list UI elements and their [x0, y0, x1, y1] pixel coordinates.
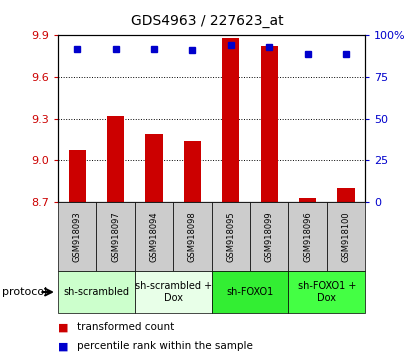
Text: ■: ■ [58, 322, 68, 332]
Text: GSM918100: GSM918100 [342, 211, 351, 262]
Bar [250, 202, 288, 271]
Bar [212, 271, 288, 313]
Text: transformed count: transformed count [77, 322, 174, 332]
Text: sh-scrambled: sh-scrambled [63, 287, 129, 297]
Text: GSM918095: GSM918095 [226, 211, 235, 262]
Bar [145, 134, 163, 202]
Bar [135, 202, 173, 271]
Bar [68, 150, 86, 202]
Bar [288, 202, 327, 271]
Bar [184, 141, 201, 202]
Text: GSM918097: GSM918097 [111, 211, 120, 262]
Text: GSM918093: GSM918093 [73, 211, 82, 262]
Text: GSM918094: GSM918094 [149, 211, 159, 262]
Bar [107, 116, 124, 202]
Bar [337, 188, 355, 202]
Text: sh-scrambled +
Dox: sh-scrambled + Dox [135, 281, 212, 303]
Bar [135, 271, 212, 313]
Text: sh-FOXO1 +
Dox: sh-FOXO1 + Dox [298, 281, 356, 303]
Bar [173, 202, 212, 271]
Bar [327, 202, 365, 271]
Text: protocol: protocol [2, 287, 47, 297]
Bar [58, 202, 96, 271]
Bar [299, 198, 316, 202]
Text: GSM918098: GSM918098 [188, 211, 197, 262]
Bar [261, 46, 278, 202]
Text: GSM918099: GSM918099 [265, 211, 274, 262]
Text: sh-FOXO1: sh-FOXO1 [227, 287, 273, 297]
Text: GDS4963 / 227623_at: GDS4963 / 227623_at [131, 14, 284, 28]
Bar [96, 202, 135, 271]
Text: ■: ■ [58, 341, 68, 351]
Bar [288, 271, 365, 313]
Bar [58, 271, 135, 313]
Bar [212, 202, 250, 271]
Text: percentile rank within the sample: percentile rank within the sample [77, 341, 253, 351]
Text: GSM918096: GSM918096 [303, 211, 312, 262]
Bar [222, 38, 239, 202]
